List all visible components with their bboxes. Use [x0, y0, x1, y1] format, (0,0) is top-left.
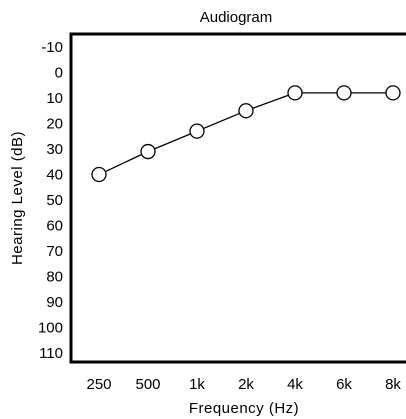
x-tick-label: 250: [86, 376, 111, 393]
data-point: [238, 103, 254, 119]
series-line: [105, 92, 386, 173]
x-tick-label: 6k: [336, 376, 352, 393]
y-tick-label: 10: [46, 90, 63, 107]
x-axis-label: Frequency (Hz): [189, 400, 299, 417]
x-tick-label: 4k: [287, 376, 303, 393]
data-point: [91, 166, 107, 183]
y-tick-label: -10: [41, 39, 63, 56]
series-markers: [91, 85, 401, 183]
x-tick-labels: 250 500 1k 2k 4k 6k 8k: [86, 376, 401, 393]
series-segment: [252, 94, 289, 109]
y-tick-label: 20: [46, 116, 63, 133]
y-tick-labels: -10 0 10 20 30 40 50 60 70 80 90 100 110: [38, 39, 63, 362]
series-segment: [154, 133, 191, 150]
series-segment: [105, 153, 142, 173]
y-tick-label: 100: [38, 320, 63, 337]
x-tick-label: 2k: [238, 376, 254, 393]
x-tick-label: 8k: [385, 376, 401, 393]
data-point: [385, 85, 401, 101]
data-point: [287, 85, 303, 101]
x-tick-label: 500: [135, 376, 160, 393]
y-tick-label: 110: [39, 345, 63, 362]
y-tick-label: 70: [46, 243, 63, 260]
plot-area: [69, 32, 406, 364]
series-segment: [203, 112, 240, 130]
data-point: [336, 85, 352, 101]
x-tick-label: 1k: [189, 376, 205, 393]
chart-title: Audiogram: [200, 9, 273, 26]
y-tick-label: 0: [55, 65, 63, 82]
y-tick-label: 30: [46, 141, 63, 158]
data-point: [140, 143, 156, 160]
y-tick-label: 90: [46, 294, 63, 311]
y-tick-label: 80: [46, 269, 63, 286]
y-tick-label: 40: [46, 167, 63, 184]
data-point: [189, 123, 205, 139]
y-tick-label: 50: [46, 192, 63, 209]
y-axis-label: Hearing Level (dB): [9, 131, 26, 265]
y-tick-label: 60: [46, 218, 63, 235]
